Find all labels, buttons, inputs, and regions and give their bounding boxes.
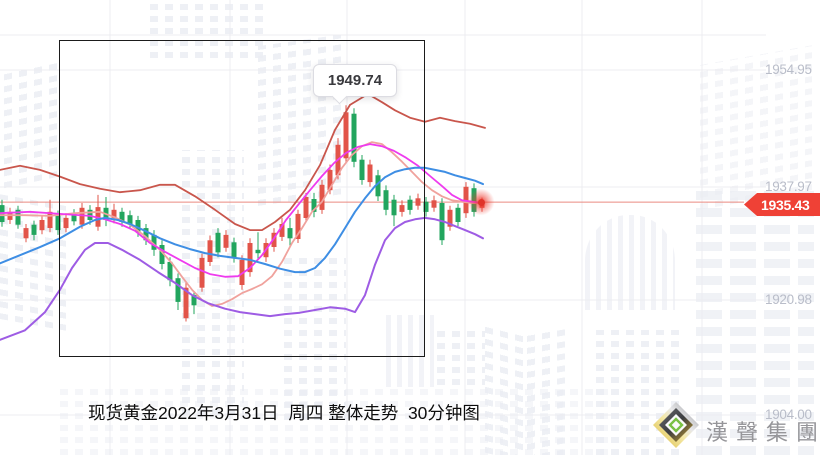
candle-body — [143, 228, 149, 241]
candle-body — [55, 215, 61, 231]
candle-body — [31, 224, 37, 235]
current-price-badge: 1935.43 — [744, 193, 820, 216]
brand-logo-text: 漢聲集團 — [706, 420, 820, 445]
candle-body — [295, 213, 301, 239]
candle-body — [255, 249, 261, 254]
candle-body — [415, 198, 421, 206]
candle-body — [167, 261, 173, 281]
candle-body — [391, 199, 397, 216]
candle-body — [447, 209, 453, 227]
chart-caption: 现货黄金2022年3月31日 周四 整体走势 30分钟图 — [88, 403, 480, 423]
candle-body — [47, 211, 53, 228]
ma-line-upper-band — [0, 93, 486, 232]
peak-price-value: 1949.74 — [327, 72, 383, 89]
candle-body — [351, 113, 357, 162]
candle-body — [199, 257, 205, 288]
candle-body — [87, 209, 93, 220]
candle-body — [63, 217, 69, 229]
candle-body — [127, 215, 133, 224]
candle-body — [343, 112, 349, 159]
candle-body — [175, 278, 181, 302]
candle-body — [287, 228, 293, 239]
candle-body — [151, 234, 157, 250]
ma-line-fast-ma-salmon — [0, 141, 483, 307]
candle-body — [247, 243, 253, 273]
candle-body — [367, 164, 373, 183]
candle-body — [111, 209, 117, 218]
candle-body — [399, 205, 405, 212]
candle-body — [375, 175, 381, 197]
candle-body — [383, 190, 389, 210]
brand-logo: 漢聲集團 — [652, 401, 820, 449]
candle-body — [215, 232, 221, 253]
candle-body — [71, 213, 77, 222]
candle-body — [423, 201, 429, 212]
candle-body — [39, 220, 45, 231]
current-price-value: 1935.43 — [761, 196, 810, 213]
candle-body — [231, 242, 237, 258]
candle-body — [223, 234, 229, 248]
candle-body — [119, 211, 125, 222]
candle-body — [431, 200, 437, 208]
current-price-marker-icon — [467, 188, 495, 216]
peak-price-tooltip: 1949.74 — [313, 64, 397, 97]
candle-body — [271, 232, 277, 247]
candle-body — [303, 197, 309, 218]
candle-body — [135, 220, 141, 233]
candle-body — [207, 240, 213, 262]
candle-body — [359, 159, 365, 180]
ma-line-mid-ma-magenta — [0, 143, 483, 278]
candle-body — [455, 207, 461, 222]
diamond-logo-icon — [653, 402, 699, 448]
candle-body — [159, 245, 165, 264]
candle-body — [279, 224, 285, 237]
candle-body — [407, 199, 413, 210]
candle-body — [23, 228, 29, 239]
